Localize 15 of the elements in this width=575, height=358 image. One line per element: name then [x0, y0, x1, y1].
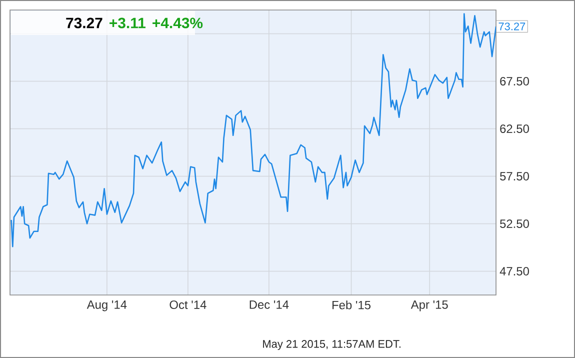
x-tick-label: Apr '15: [410, 300, 448, 312]
x-tick-label: Oct '14: [170, 300, 206, 309]
y-tick-label: 67.50: [500, 77, 529, 86]
y-tick-label: 57.50: [500, 172, 529, 180]
y-tick-label: 62.50: [500, 124, 529, 133]
y-tick-label: 47.50: [500, 267, 529, 276]
annotation: +3.11: [110, 18, 146, 28]
annotation: 73.27: [66, 18, 102, 28]
x-tick-label: Feb '15: [332, 300, 371, 310]
annotation: 73.27: [498, 22, 526, 30]
text: May 21 2015, 11:57AM EDT.: [263, 340, 400, 350]
y-tick-label: 52.50: [500, 220, 529, 228]
annotation: +4.43%: [152, 18, 203, 28]
x-tick-label: Aug '14: [86, 300, 127, 312]
x-tick-label: Dec '14: [250, 300, 289, 309]
